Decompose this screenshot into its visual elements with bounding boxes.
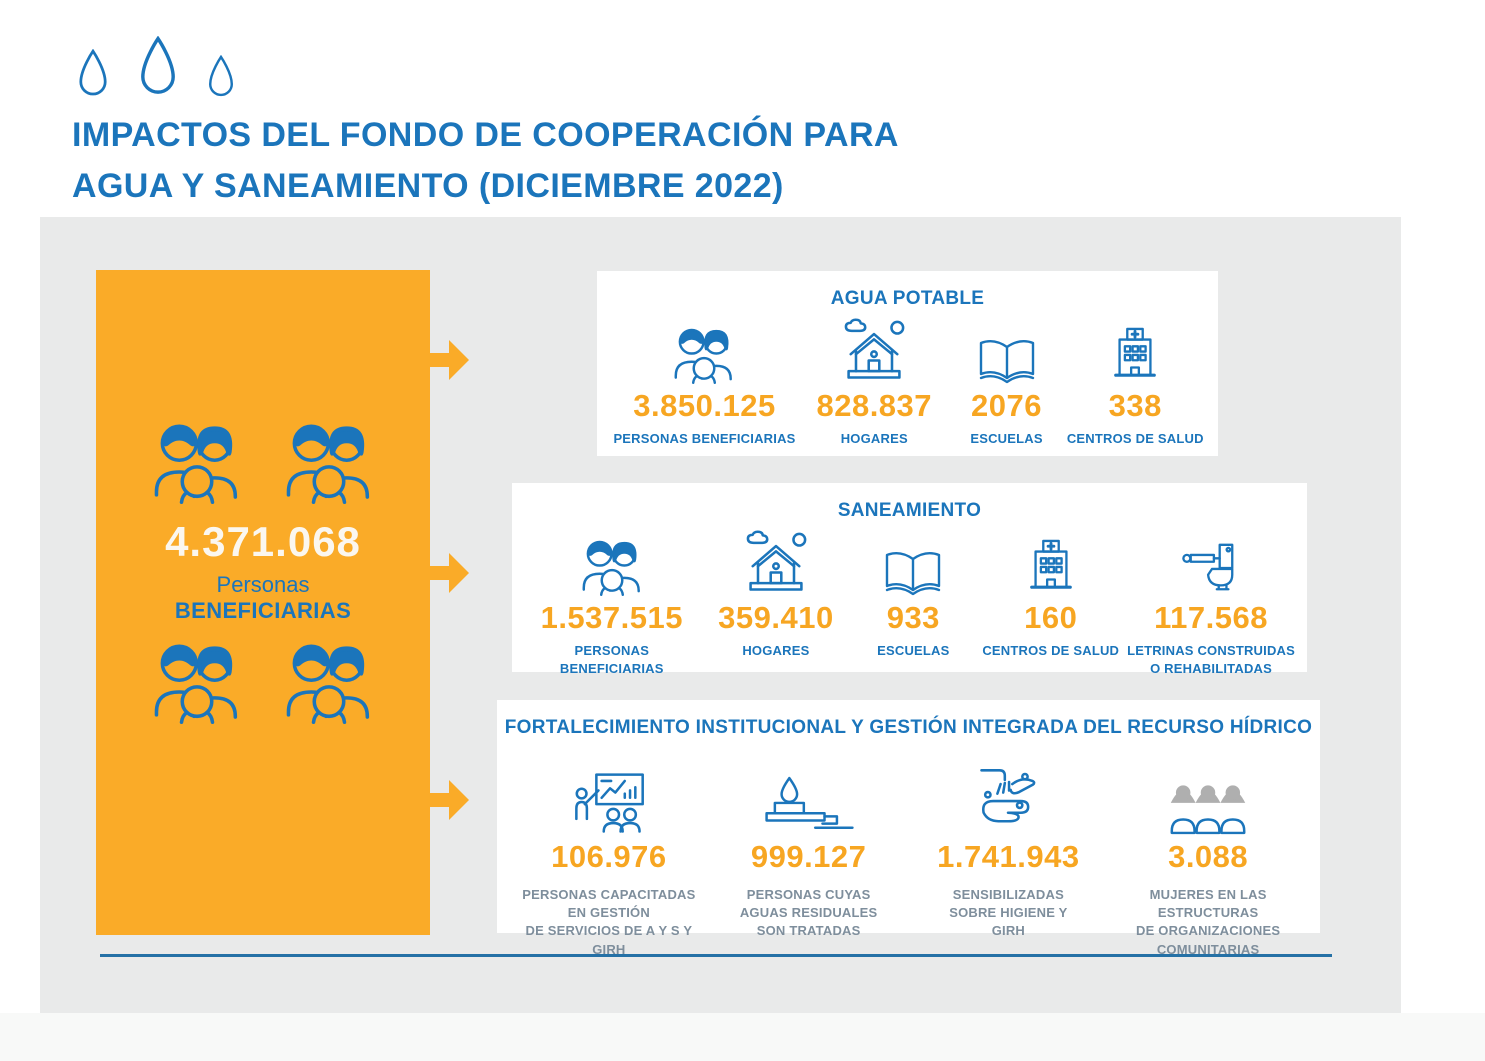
stat-value: 828.837 [816, 388, 933, 423]
stat-item: 2076 ESCUELAS [949, 314, 1065, 448]
water-drops [76, 36, 236, 102]
house-icon [838, 318, 910, 384]
book-icon [882, 546, 944, 596]
stat-item: 338 CENTROS DE SALUD [1065, 314, 1206, 448]
card-stats: 3.850.125 PERSONAS BENEFICIARIAS 828.837 HO… [597, 310, 1218, 458]
card-stats: 1.537.515 PERSONAS BENEFICIARIAS 359.410 HO… [512, 522, 1307, 688]
stat-label: ESCUELAS [970, 431, 1043, 447]
stat-icon-area [1024, 526, 1078, 596]
stat-icon-area [973, 743, 1043, 835]
stat-label: ESCUELAS [877, 643, 950, 659]
footer-strip [0, 1013, 1485, 1061]
stat-label: PERSONAS BENEFICIARIAS [613, 431, 796, 447]
impact-card-0: AGUA POTABLE 3.850.125 PERSONAS BENEFICIAR… [597, 271, 1218, 456]
stat-item: 117.568 LETRINAS CONSTRUIDAS O REHABILITA… [1127, 526, 1295, 678]
women-group-icon [1167, 775, 1249, 835]
stat-item: 1.741.943 SENSIBILIZADAS SOBRE HIGIENE Y … [909, 743, 1109, 959]
stat-label: HOGARES [742, 643, 810, 659]
stat-label: MUJERES EN LAS ESTRUCTURAS DE ORGANIZACI… [1136, 887, 1281, 957]
people-icon [573, 532, 651, 596]
stat-label: SENSIBILIZADAS SOBRE HIGIENE Y GIRH [949, 887, 1068, 939]
stat-icon-area [740, 526, 812, 596]
impact-card-2: FORTALECIMIENTO INSTITUCIONAL Y GESTIÓN … [497, 700, 1320, 957]
water-drop-icon [206, 55, 236, 102]
card-title: FORTALECIMIENTO INSTITUCIONAL Y GESTIÓN … [504, 717, 1313, 738]
family-icons-row [96, 632, 430, 724]
family-icon [141, 632, 253, 724]
family-icon [273, 632, 385, 724]
water-drop-icon [136, 36, 180, 102]
stat-value: 3.850.125 [633, 388, 776, 423]
impact-card-1: SANEAMIENTO 1.537.515 PERSONAS BENEFICIARI… [512, 483, 1307, 676]
stat-icon-area [569, 743, 649, 835]
stat-item: 3.850.125 PERSONAS BENEFICIARIAS [609, 314, 800, 448]
stat-icon-area [761, 743, 857, 835]
stat-value: 1.537.515 [540, 600, 683, 635]
stat-value: 106.976 [551, 839, 667, 874]
stat-icon-area [665, 314, 743, 384]
stat-icon-area [1180, 526, 1242, 596]
water-drop-icon [76, 49, 110, 102]
beneficiaries-label-bold: BENEFICIARIAS [174, 598, 352, 623]
family-icons-row [96, 412, 430, 504]
beneficiaries-label: Personas [216, 572, 310, 597]
stat-value: 999.127 [750, 839, 867, 874]
stat-value: 3.088 [1168, 839, 1249, 874]
page-title-line1: IMPACTOS DEL FONDO DE COOPERACIÓN PARA [72, 116, 899, 154]
toilet-icon [1180, 540, 1242, 596]
water-treatment-icon [761, 775, 857, 835]
handwash-icon [973, 765, 1043, 835]
stat-label: PERSONAS BENEFICIARIAS [559, 643, 664, 677]
card-title: AGUA POTABLE [830, 288, 985, 309]
stat-item: 1.537.515 PERSONAS BENEFICIARIAS [524, 526, 700, 678]
stat-label: HOGARES [840, 431, 908, 447]
stat-item: 933 ESCUELAS [852, 526, 974, 678]
beneficiaries-count: 4.371.068 [165, 518, 361, 565]
stat-item: 828.837 HOGARES [800, 314, 949, 448]
house-icon [740, 530, 812, 596]
stat-item: 106.976 PERSONAS CAPACITADAS EN GESTIÓN D… [509, 743, 709, 959]
stat-icon-area [573, 526, 651, 596]
stat-item: 359.410 HOGARES [700, 526, 853, 678]
stat-label: CENTROS DE SALUD [982, 643, 1120, 659]
page-title-line2: AGUA Y SANEAMIENTO (DICIEMBRE 2022) [72, 167, 784, 205]
stat-value: 359.410 [718, 600, 834, 635]
stat-label: PERSONAS CUYAS AGUAS RESIDUALES SON TRAT… [739, 887, 878, 939]
flow-arrow-icon [428, 777, 470, 823]
stat-value: 1.741.943 [937, 839, 1080, 874]
stat-label: CENTROS DE SALUD [1066, 431, 1204, 447]
stat-icon-area [1167, 743, 1249, 835]
people-icon [665, 320, 743, 384]
health-center-icon [1024, 536, 1078, 596]
beneficiaries-box: 4.371.068 Personas BENEFICIARIAS [96, 270, 430, 935]
stat-value: 2076 [971, 388, 1043, 423]
card-title: SANEAMIENTO [837, 500, 982, 521]
card-stats: 106.976 PERSONAS CAPACITADAS EN GESTIÓN D… [497, 739, 1320, 969]
stat-label: PERSONAS CAPACITADAS EN GESTIÓN DE SERVI… [522, 887, 696, 957]
stat-item: 160 CENTROS DE SALUD [974, 526, 1127, 678]
stat-label: LETRINAS CONSTRUIDAS O REHABILITADAS [1127, 643, 1296, 677]
health-center-icon [1108, 324, 1162, 384]
stat-item: 999.127 PERSONAS CUYAS AGUAS RESIDUALES S… [709, 743, 909, 959]
stat-value: 933 [886, 600, 940, 635]
stat-value: 338 [1108, 388, 1162, 423]
bottom-divider [100, 954, 1332, 957]
book-icon [976, 334, 1038, 384]
stat-icon-area [882, 526, 944, 596]
stat-value: 117.568 [1154, 600, 1268, 635]
flow-arrow-icon [428, 337, 470, 383]
stat-value: 160 [1024, 600, 1078, 635]
flow-arrow-icon [428, 550, 470, 596]
page-title: IMPACTOS DEL FONDO DE COOPERACIÓN PARA A… [72, 110, 899, 212]
family-icon [141, 412, 253, 504]
stat-icon-area [976, 314, 1038, 384]
family-icon [273, 412, 385, 504]
stat-item: 3.088 MUJERES EN LAS ESTRUCTURAS DE ORGAN… [1108, 743, 1308, 959]
stat-icon-area [1108, 314, 1162, 384]
training-icon [569, 769, 649, 835]
stat-icon-area [838, 314, 910, 384]
